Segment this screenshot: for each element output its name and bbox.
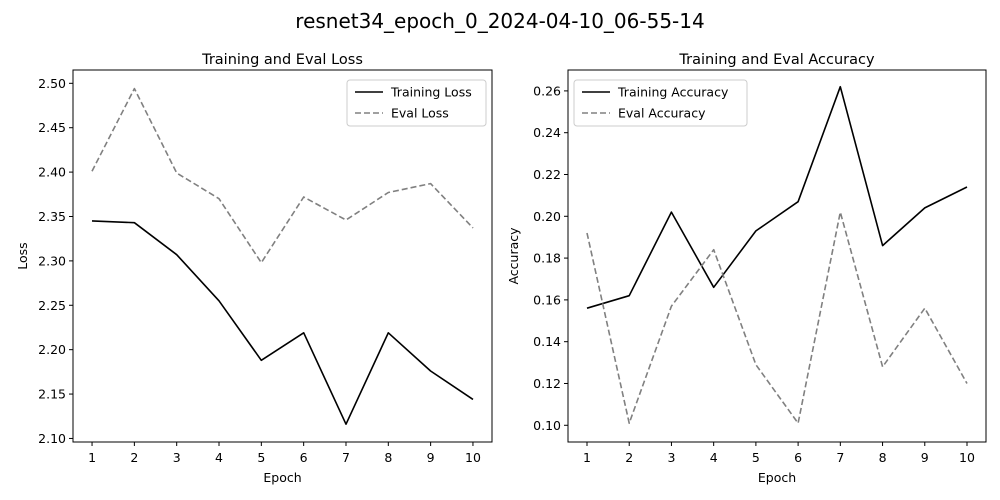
loss-y-tick-label: 2.15 <box>38 387 66 402</box>
loss-chart-title: Training and Eval Loss <box>201 52 363 68</box>
accuracy-y-tick-label: 0.24 <box>533 125 561 140</box>
accuracy-series-line-eval <box>586 211 968 425</box>
figure-title: resnet34_epoch_0_2024-04-10_06-55-14 <box>295 9 704 33</box>
accuracy-x-tick-label: 3 <box>667 450 675 465</box>
loss-y-tick-label: 2.30 <box>38 253 66 268</box>
accuracy-x-tick-label: 8 <box>879 450 887 465</box>
accuracy-y-axis-label: Accuracy <box>506 227 521 285</box>
loss-series-line-training <box>91 220 474 426</box>
accuracy-y-tick-label: 0.12 <box>533 376 561 391</box>
loss-legend: Training Loss Eval Loss <box>346 79 487 127</box>
accuracy-x-tick-label: 10 <box>959 450 975 465</box>
accuracy-chart-panel: Training and Eval Accuracy 1 2 3 4 5 6 7 8 9 10 0.1… <box>506 52 987 485</box>
loss-x-tick-label: 10 <box>465 450 481 465</box>
loss-plot-frame <box>72 69 493 443</box>
loss-x-tick-label: 3 <box>173 450 181 465</box>
accuracy-y-tick-label: 0.16 <box>533 292 561 307</box>
accuracy-y-tick-label: 0.18 <box>533 251 561 266</box>
accuracy-x-tick-label: 7 <box>836 450 844 465</box>
accuracy-chart-title: Training and Eval Accuracy <box>678 52 875 68</box>
loss-x-tick-label: 9 <box>427 450 435 465</box>
loss-x-tick-label: 5 <box>257 450 265 465</box>
accuracy-x-tick-label: 6 <box>794 450 802 465</box>
loss-y-tick-label: 2.40 <box>38 165 66 180</box>
loss-y-tick-label: 2.10 <box>38 431 66 446</box>
accuracy-legend-box <box>573 79 748 127</box>
accuracy-legend: Training Accuracy Eval Accuracy <box>573 79 748 127</box>
accuracy-y-tick-label: 0.26 <box>533 83 561 98</box>
loss-y-tick-label: 2.20 <box>38 342 66 357</box>
loss-y-tick-label: 2.50 <box>38 76 66 91</box>
accuracy-legend-label: Eval Accuracy <box>618 106 706 121</box>
accuracy-series-line-training <box>586 85 968 309</box>
accuracy-x-tick-label: 1 <box>583 450 591 465</box>
loss-x-tick-label: 8 <box>384 450 392 465</box>
accuracy-x-tick-label: 2 <box>625 450 633 465</box>
accuracy-legend-label: Training Accuracy <box>617 85 729 100</box>
loss-x-axis-label: Epoch <box>263 470 301 485</box>
loss-legend-label: Training Loss <box>390 85 472 100</box>
loss-x-tick-label: 7 <box>342 450 350 465</box>
loss-x-tick-label: 2 <box>130 450 138 465</box>
accuracy-y-tick-label: 0.22 <box>533 167 561 182</box>
loss-legend-label: Eval Loss <box>391 106 449 121</box>
loss-x-tick-label: 4 <box>215 450 223 465</box>
loss-x-tick-label: 6 <box>300 450 308 465</box>
accuracy-x-tick-label: 5 <box>752 450 760 465</box>
loss-y-axis-label: Loss <box>15 242 30 269</box>
accuracy-x-tick-label: 4 <box>710 450 718 465</box>
loss-x-tick-label: 1 <box>88 450 96 465</box>
accuracy-y-tick-label: 0.14 <box>533 334 561 349</box>
accuracy-x-axis-label: Epoch <box>758 470 796 485</box>
accuracy-y-tick-label: 0.20 <box>533 209 561 224</box>
loss-y-tick-label: 2.35 <box>38 209 66 224</box>
accuracy-x-tick-label: 9 <box>921 450 929 465</box>
accuracy-y-tick-label: 0.10 <box>533 418 561 433</box>
accuracy-plot-frame <box>567 69 987 443</box>
loss-y-tick-label: 2.45 <box>38 120 66 135</box>
loss-series-line-eval <box>91 87 474 264</box>
loss-y-tick-label: 2.25 <box>38 298 66 313</box>
loss-chart-panel: Training and Eval Loss 1 2 3 4 5 6 7 8 9 10 2.10 2.1… <box>15 52 493 485</box>
